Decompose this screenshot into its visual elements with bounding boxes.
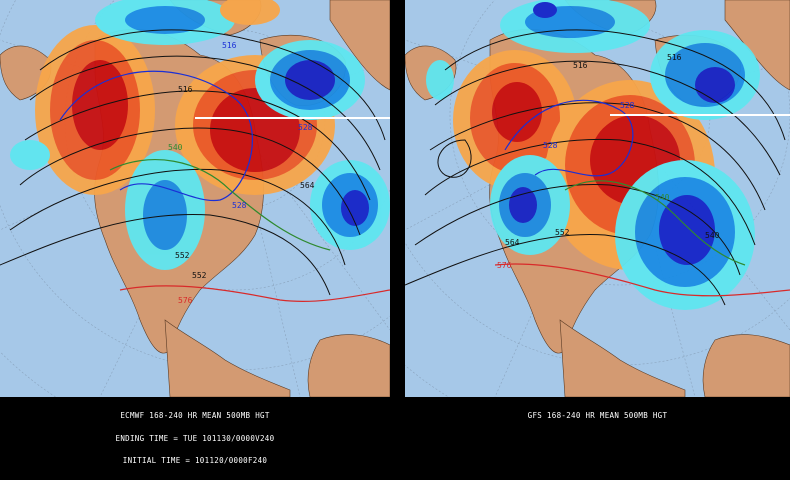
height-contours xyxy=(0,29,386,296)
caption-line-ending-time: ENDING TIME = TUE 101130/0000V240 xyxy=(115,433,275,443)
contour-label: 528 xyxy=(298,123,313,132)
gfs-map-panel: 516 516 528 528 540 552 564 576 540 GFS … xyxy=(405,0,790,420)
contour-540-line xyxy=(564,180,746,266)
ecmwf-map-panel: 516 516 528 528 540 552 564 576 552 ECMW… xyxy=(0,0,390,464)
height-anomaly-shading xyxy=(10,0,390,270)
contour-label: 516 xyxy=(573,61,588,70)
contour-576-line xyxy=(494,263,790,297)
contour-540-line xyxy=(109,159,331,251)
contour-528-line xyxy=(504,99,634,177)
contour-label: 552 xyxy=(555,228,570,237)
caption-line-title: ECMWF 168-240 HR MEAN 500MB HGT xyxy=(120,411,270,420)
contour-label: 552 xyxy=(192,271,207,280)
contour-576-line xyxy=(119,285,390,302)
contour-label: 564 xyxy=(505,238,520,247)
contour-label: 564 xyxy=(300,181,315,190)
contour-label: 516 xyxy=(667,53,682,62)
contour-labels: 516 516 528 528 540 552 564 576 540 xyxy=(497,53,720,270)
caption-line-title: GFS 168-240 HR MEAN 500MB HGT xyxy=(527,411,668,420)
caption-line-initial-time: INITIAL TIME = 101120/0000F240 xyxy=(122,456,268,465)
height-contours xyxy=(405,29,786,306)
contour-label: 516 xyxy=(178,85,193,94)
contour-label: 528 xyxy=(232,201,247,210)
contour-label: 552 xyxy=(175,251,190,260)
contour-label: 540 xyxy=(168,143,183,152)
gfs-caption: GFS 168-240 HR MEAN 500MB HGT xyxy=(405,397,790,420)
ecmwf-500mb-map: 516 516 528 528 540 552 564 576 552 xyxy=(0,0,390,397)
gfs-500mb-map: 516 516 528 528 540 552 564 576 540 xyxy=(405,0,790,397)
contour-label: 516 xyxy=(222,41,237,50)
contour-label: 540 xyxy=(655,193,670,202)
panel-divider xyxy=(390,0,405,420)
contour-labels: 516 516 528 528 540 552 564 576 552 xyxy=(168,41,315,305)
contour-label: 540 xyxy=(705,231,720,240)
contour-label: 576 xyxy=(497,261,512,270)
contour-label: 576 xyxy=(178,296,193,305)
contour-label: 528 xyxy=(543,141,558,150)
ecmwf-caption: ECMWF 168-240 HR MEAN 500MB HGT ENDING T… xyxy=(0,397,390,464)
contour-label: 528 xyxy=(620,101,635,110)
contour-528-line xyxy=(59,70,253,202)
